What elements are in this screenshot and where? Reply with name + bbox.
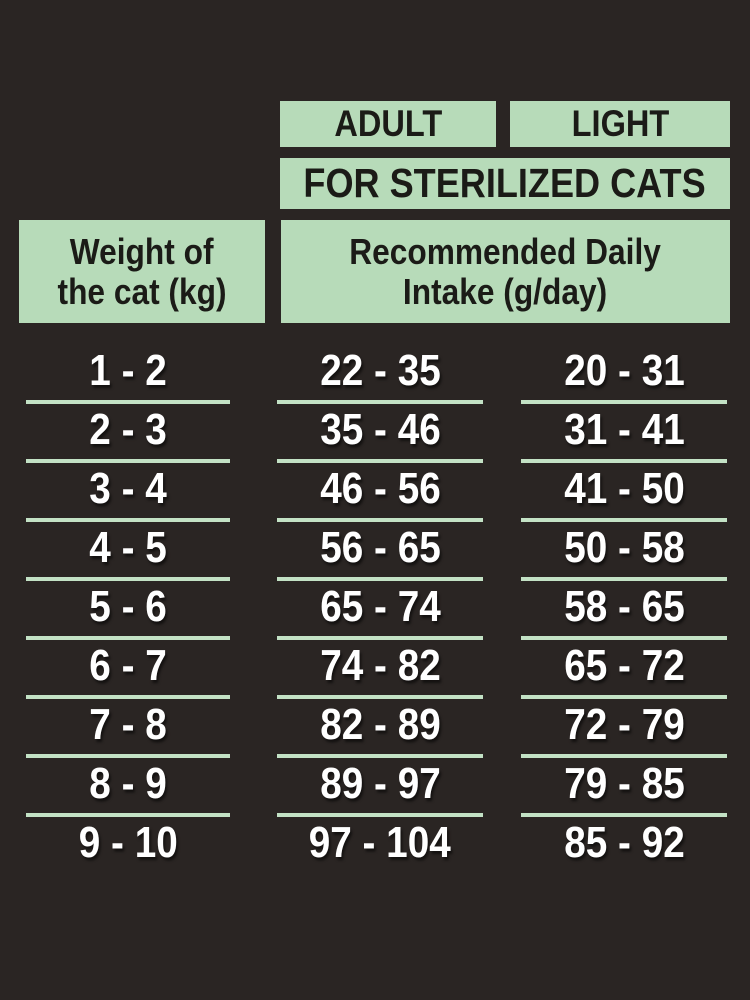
light-intake-cell: 85 - 92 (521, 813, 727, 872)
cell-value: 82 - 89 (319, 699, 441, 749)
cell-value: 3 - 4 (89, 463, 167, 513)
cell-value: 31 - 41 (563, 404, 685, 454)
adult-intake-cell: 22 - 35 (277, 341, 483, 404)
table-row: 7 - 8 82 - 89 72 - 79 (0, 695, 750, 758)
weight-column-header: Weight of the cat (kg) (19, 220, 265, 323)
light-intake-cell: 31 - 41 (521, 400, 727, 463)
weight-cell: 5 - 6 (26, 577, 230, 640)
weight-cell: 8 - 9 (26, 754, 230, 817)
table-subtitle: FOR STERILIZED CATS (280, 158, 730, 209)
light-intake-cell: 79 - 85 (521, 754, 727, 817)
light-intake-cell: 41 - 50 (521, 459, 727, 522)
cell-value: 6 - 7 (89, 640, 167, 690)
sterilized-cats-label: FOR STERILIZED CATS (303, 160, 707, 206)
cell-value: 5 - 6 (89, 581, 167, 631)
table-row: 3 - 4 46 - 56 41 - 50 (0, 459, 750, 522)
table-row: 8 - 9 89 - 97 79 - 85 (0, 754, 750, 817)
cell-value: 97 - 104 (308, 817, 452, 867)
cell-value: 50 - 58 (563, 522, 685, 572)
table-row: 4 - 5 56 - 65 50 - 58 (0, 518, 750, 581)
table-row: 9 - 10 97 - 104 85 - 92 (0, 813, 750, 872)
cell-value: 7 - 8 (89, 699, 167, 749)
cell-value: 79 - 85 (563, 758, 685, 808)
light-intake-cell: 58 - 65 (521, 577, 727, 640)
weight-cell: 1 - 2 (26, 341, 230, 404)
cell-value: 8 - 9 (89, 758, 167, 808)
cell-value: 72 - 79 (563, 699, 685, 749)
cell-value: 56 - 65 (319, 522, 441, 572)
adult-intake-cell: 89 - 97 (277, 754, 483, 817)
table-row: 1 - 2 22 - 35 20 - 31 (0, 341, 750, 404)
adult-intake-cell: 46 - 56 (277, 459, 483, 522)
light-intake-cell: 50 - 58 (521, 518, 727, 581)
table-row: 6 - 7 74 - 82 65 - 72 (0, 636, 750, 699)
weight-cell: 4 - 5 (26, 518, 230, 581)
cell-value: 74 - 82 (319, 640, 441, 690)
cell-value: 58 - 65 (563, 581, 685, 631)
light-intake-cell: 20 - 31 (521, 341, 727, 404)
column-header-adult: ADULT (280, 101, 496, 147)
cell-value: 9 - 10 (78, 817, 178, 867)
light-intake-cell: 65 - 72 (521, 636, 727, 699)
weight-cell: 7 - 8 (26, 695, 230, 758)
table-rows: 1 - 2 22 - 35 20 - 31 2 - 3 35 - 46 31 - 41 3 … (0, 341, 750, 872)
weight-header-line1: Weight of (70, 230, 214, 272)
weight-header-line2: the cat (kg) (57, 270, 227, 312)
cell-value: 41 - 50 (563, 463, 685, 513)
table-row: 5 - 6 65 - 74 58 - 65 (0, 577, 750, 640)
table-row: 2 - 3 35 - 46 31 - 41 (0, 400, 750, 463)
adult-intake-cell: 97 - 104 (277, 813, 483, 872)
cell-value: 46 - 56 (319, 463, 441, 513)
adult-intake-cell: 56 - 65 (277, 518, 483, 581)
adult-intake-cell: 65 - 74 (277, 577, 483, 640)
adult-intake-cell: 82 - 89 (277, 695, 483, 758)
weight-cell: 6 - 7 (26, 636, 230, 699)
light-label: LIGHT (571, 103, 669, 144)
cell-value: 1 - 2 (89, 345, 167, 395)
cell-value: 65 - 74 (319, 581, 441, 631)
cell-value: 35 - 46 (319, 404, 441, 454)
cell-value: 4 - 5 (89, 522, 167, 572)
intake-column-header: Recommended Daily Intake (g/day) (281, 220, 730, 323)
cell-value: 65 - 72 (563, 640, 685, 690)
column-header-light: LIGHT (510, 101, 730, 147)
intake-header-line1: Recommended Daily (349, 230, 662, 272)
cell-value: 85 - 92 (563, 817, 685, 867)
intake-header-line2: Intake (g/day) (403, 270, 608, 312)
cell-value: 2 - 3 (89, 404, 167, 454)
adult-label: ADULT (334, 103, 442, 144)
adult-intake-cell: 35 - 46 (277, 400, 483, 463)
cell-value: 22 - 35 (319, 345, 441, 395)
light-intake-cell: 72 - 79 (521, 695, 727, 758)
weight-cell: 2 - 3 (26, 400, 230, 463)
weight-cell: 3 - 4 (26, 459, 230, 522)
cell-value: 20 - 31 (563, 345, 685, 395)
weight-cell: 9 - 10 (26, 813, 230, 872)
adult-intake-cell: 74 - 82 (277, 636, 483, 699)
cell-value: 89 - 97 (319, 758, 441, 808)
